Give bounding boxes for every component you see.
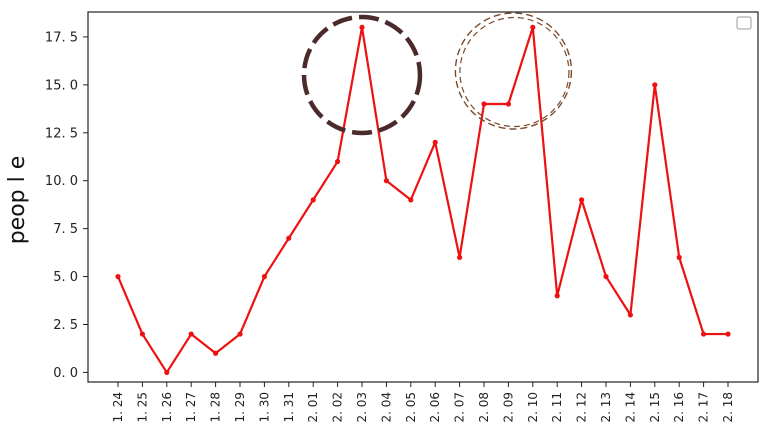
plot-frame [87,11,759,383]
data-point [627,312,634,318]
x-tick-label: 2. 07 [453,392,467,423]
x-tick-label: 1. 25 [135,392,149,423]
data-point [603,273,609,280]
data-point [139,331,145,337]
x-tick-label: 2. 02 [331,392,345,423]
series-line-people [116,26,728,374]
x-tick-label: 2. 16 [672,392,686,423]
data-point [676,254,682,260]
annotation-circle-heavy [301,14,423,136]
data-point [481,101,487,107]
y-tick-label: 17. 5 [45,30,78,45]
data-point [237,331,243,337]
data-point [310,197,316,203]
y-tick-label: 5. 0 [53,270,78,285]
data-point [505,101,511,107]
x-tick-label: 2. 15 [648,392,662,423]
data-point [652,82,658,88]
data-point [213,350,219,356]
x-tick-label: 1. 29 [233,392,247,423]
y-tick-label: 12. 5 [45,126,78,141]
y-tick-label: 0. 0 [53,366,78,381]
x-tick-label: 2. 17 [697,392,711,423]
y-tick-label: 7. 5 [53,222,78,237]
y-tick-label: 10. 0 [45,174,78,189]
x-tick-label: 2. 09 [501,392,515,423]
y-axis-ticks: 0. 0 2. 5 5. 0 7. 5 10. 0 12. 5 15. 0 17. 5 [45,30,88,381]
y-axis-label: peop l e [5,156,30,245]
annotation-circle-inner [459,16,570,128]
data-point [579,197,585,203]
x-tick-label: 1. 26 [160,392,174,423]
data-point [408,197,414,203]
x-tick-label: 2. 01 [306,392,320,423]
data-point [335,158,341,165]
x-axis-ticks: 1. 24 1. 25 1. 26 1. 27 1. 28 1. 29 1. 30 1. 31… [111,382,735,423]
data-point [115,273,121,280]
legend-box [736,16,752,30]
x-tick-label: 2. 03 [355,392,369,423]
data-point [432,139,438,145]
series-layer [115,24,731,376]
x-tick-label: 2. 11 [550,392,564,423]
x-tick-label: 2. 08 [477,392,491,423]
annotation-layer [301,12,573,136]
x-tick-label: 1. 27 [184,392,198,423]
x-tick-label: 1. 31 [282,392,296,423]
x-tick-label: 2. 12 [575,392,589,423]
x-tick-label: 2. 04 [379,392,393,423]
data-point [261,273,267,280]
y-tick-label: 2. 5 [53,318,78,333]
x-tick-label: 2. 14 [623,392,637,423]
data-point [530,24,536,30]
annotation-circle-outer [454,12,573,130]
x-tick-label: 2. 18 [721,392,735,423]
x-tick-label: 2. 13 [599,392,613,423]
data-point [188,331,194,337]
data-point [359,24,365,30]
x-tick-label: 2. 10 [526,392,540,423]
data-point [457,254,463,260]
data-point [701,331,707,337]
y-tick-label: 15. 0 [45,78,78,93]
x-tick-label: 1. 24 [111,392,125,423]
data-point [554,293,560,299]
x-tick-label: 2. 05 [404,392,418,423]
data-point [383,178,389,184]
data-point [286,235,292,241]
x-tick-label: 1. 30 [257,392,271,423]
x-tick-label: 1. 28 [209,392,223,423]
data-point [164,369,170,376]
x-tick-label: 2. 06 [428,392,442,423]
data-point [725,331,731,337]
